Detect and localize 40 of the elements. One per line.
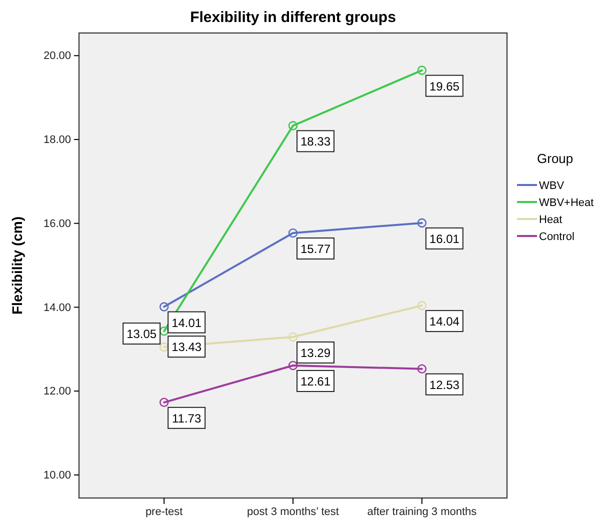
x-tick-label: after training 3 months [367,506,478,518]
data-label: 19.65 [429,79,460,94]
point [159,398,169,408]
data-label: 13.05 [126,327,157,342]
point [417,66,427,75]
data-label: 12.53 [429,378,460,392]
y-tick-label: 16.00 [43,218,71,230]
x-tick-label: pre-test [145,506,183,518]
data-label: 13.29 [300,346,331,360]
data-label: 15.77 [300,242,331,256]
legend-label: WBV [539,180,565,192]
point [417,300,427,310]
point [159,302,169,312]
point [288,360,298,370]
legend-label: Heat [539,214,562,226]
x-tick-label: post 3 months’ test [247,506,339,518]
point [288,332,298,342]
legend-title: Group [537,151,574,166]
y-axis-title: Flexibility (cm) [9,216,25,315]
data-label: 16.01 [429,232,460,246]
point [288,121,298,130]
legend-label: WBV+Heat [539,197,594,209]
data-label: 12.61 [300,374,331,388]
point [417,364,427,374]
y-tick-label: 10.00 [43,469,71,482]
data-label: 11.73 [172,411,202,426]
data-label: 18.33 [300,134,331,149]
y-tick-label: 14.00 [43,302,71,314]
y-tick-label: 18.00 [43,134,71,146]
y-tick-label: 12.00 [43,386,71,398]
legend-label: Control [539,231,574,243]
point [288,228,298,238]
point [159,342,169,352]
y-tick-label: 20.00 [43,50,71,62]
data-label: 14.04 [429,314,460,329]
point [417,218,427,228]
data-label: 14.01 [172,316,202,330]
point [159,326,169,336]
chart-title: Flexibility in different groups [190,9,396,26]
data-label: 13.43 [172,340,202,354]
